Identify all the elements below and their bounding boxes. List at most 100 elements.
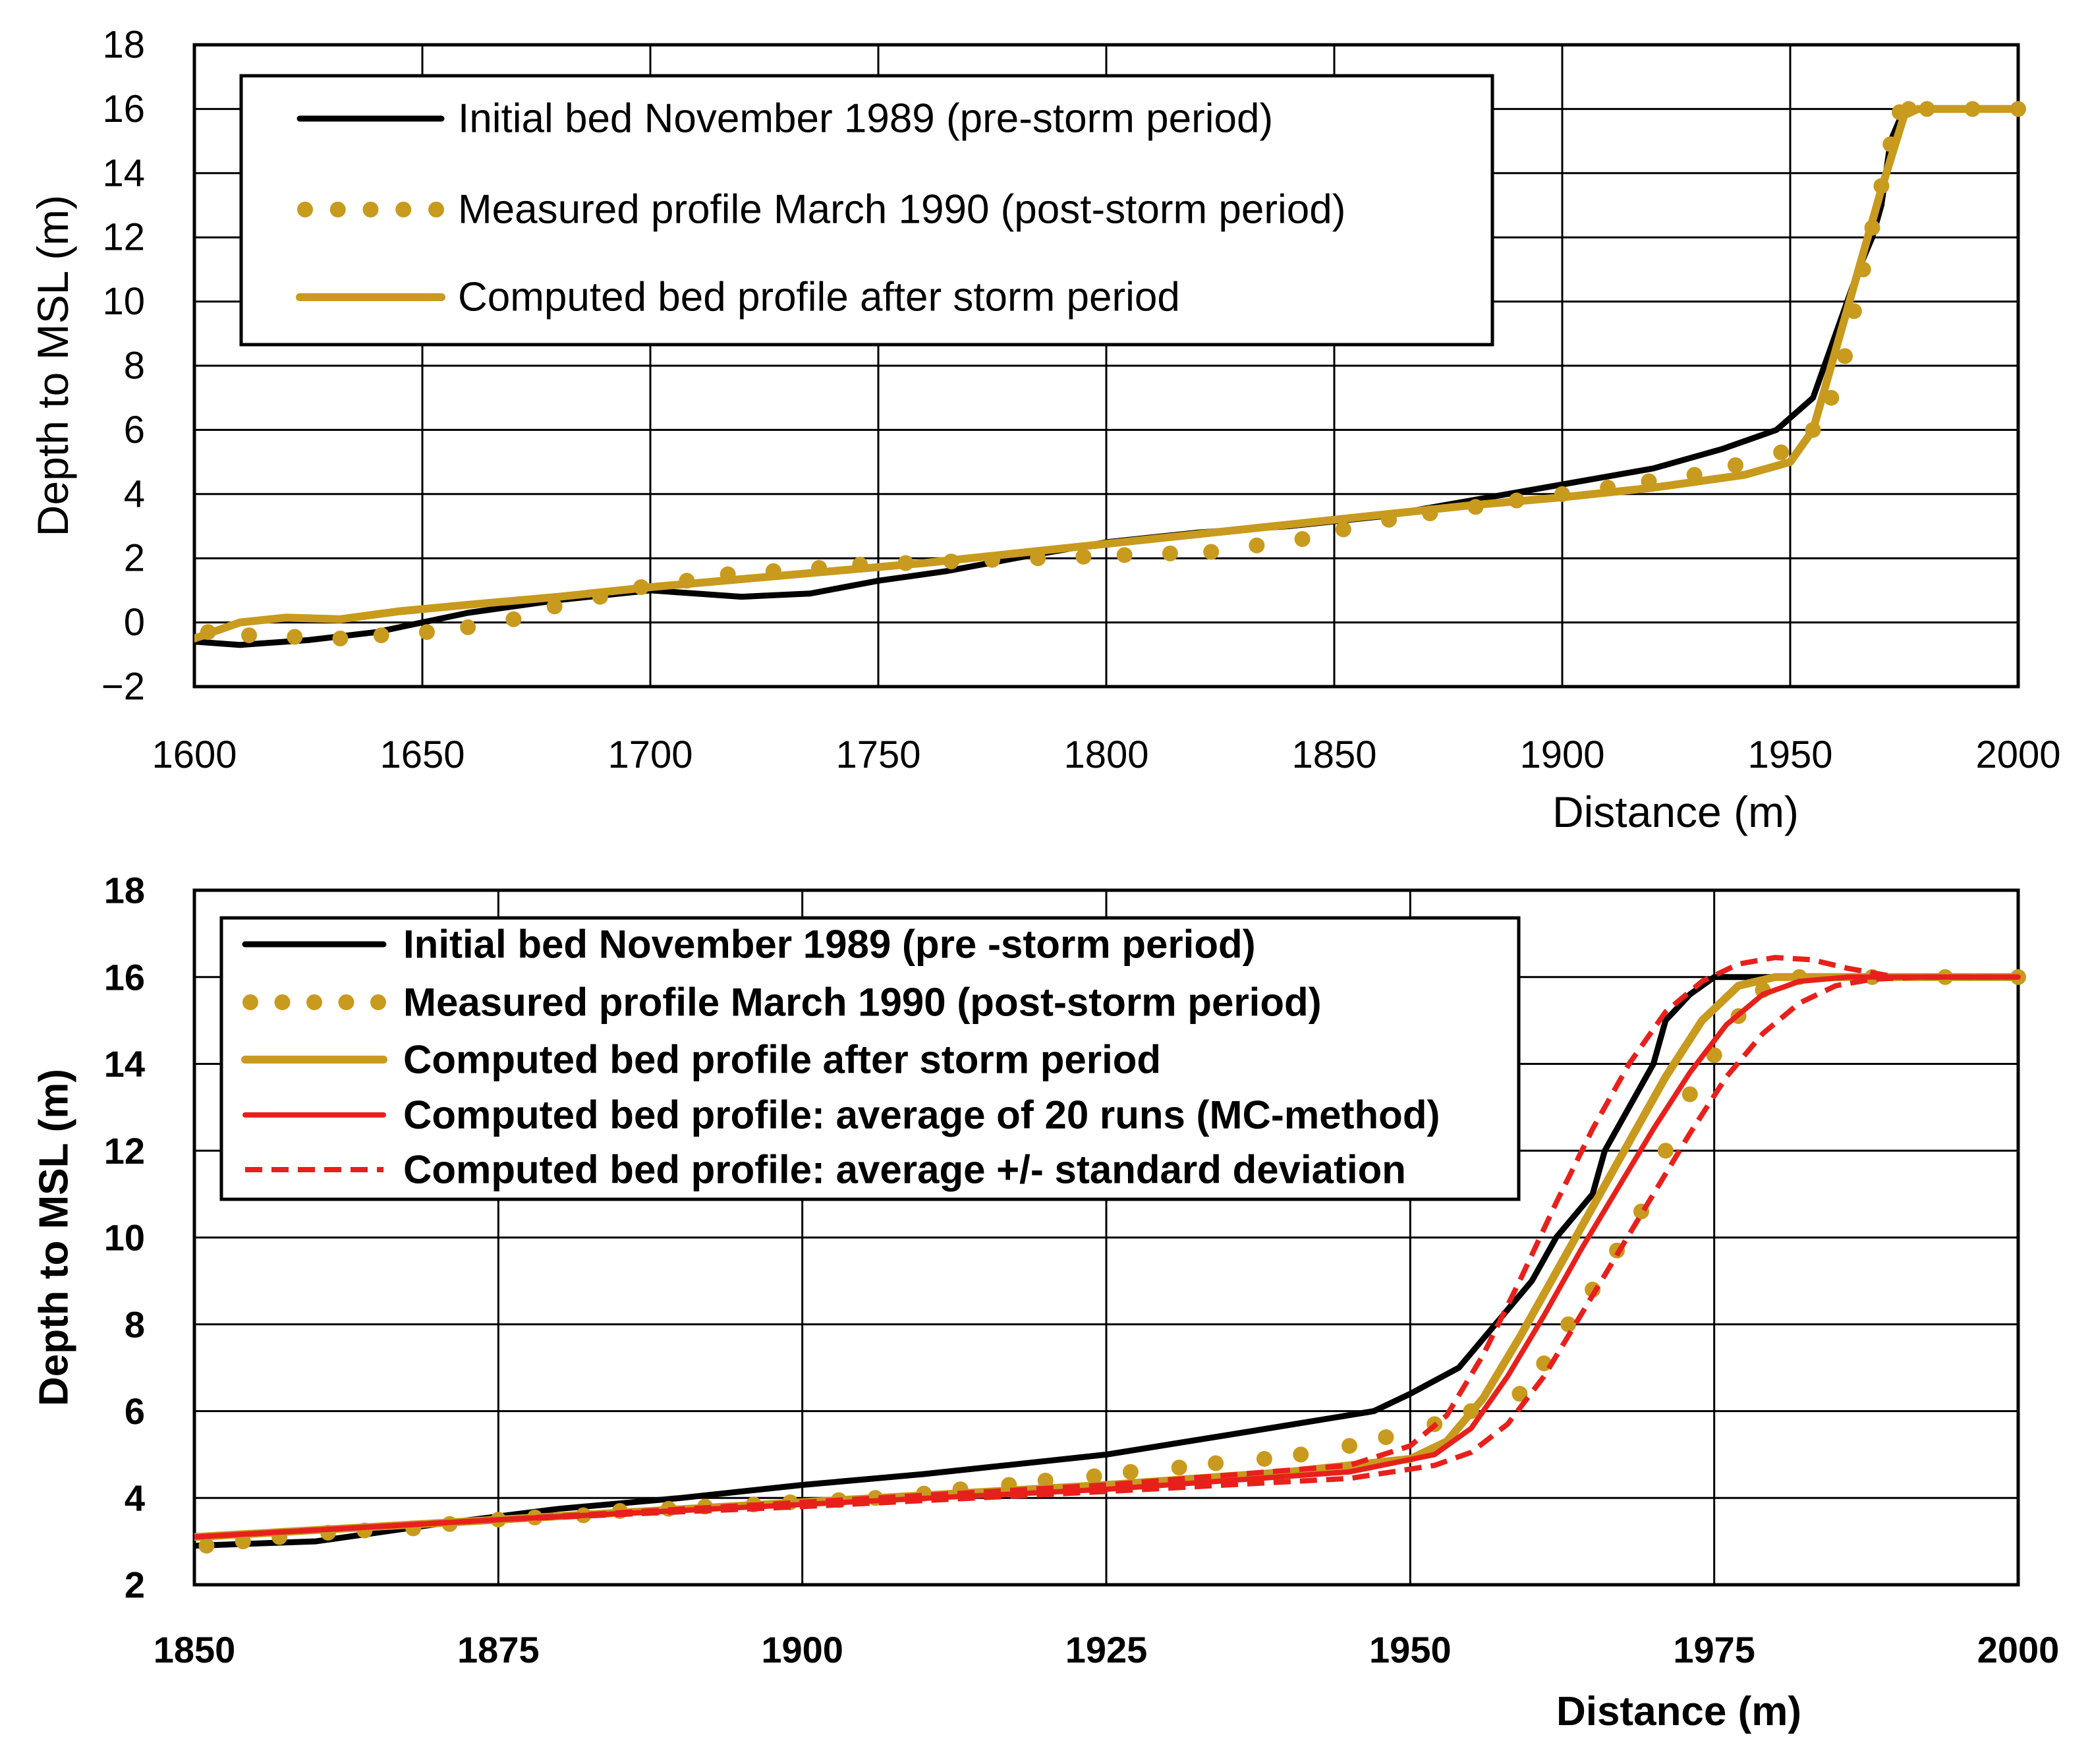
data-point bbox=[198, 1537, 215, 1554]
legend-swatch-dot bbox=[338, 994, 354, 1010]
legend-item: Measured profile March 1990 (post-storm … bbox=[242, 981, 1322, 1025]
data-point bbox=[1171, 1460, 1187, 1476]
data-point bbox=[1122, 1464, 1139, 1480]
y-tick-label: 10 bbox=[102, 280, 145, 323]
legend-box bbox=[239, 74, 1494, 347]
x-axis-title: Distance (m) bbox=[1556, 1689, 1801, 1734]
y-tick-label: 14 bbox=[102, 152, 145, 194]
bottom-chart: 2 4 6 8 10 12 14 16 18 1850 1875 1900 1925 1950 1975 20… bbox=[32, 870, 2060, 1735]
y-tick-label: 8 bbox=[124, 345, 145, 387]
legend-label: Computed bed profile after storm period bbox=[403, 1038, 1161, 1082]
y-tick-label: 6 bbox=[124, 409, 145, 451]
legend-swatch-dot bbox=[428, 202, 444, 217]
y-tick-label: 18 bbox=[102, 24, 145, 67]
x-tick-label: 1800 bbox=[1063, 733, 1148, 776]
legend-item: Computed bed profile after storm period bbox=[296, 275, 1180, 320]
legend-label: Computed bed profile: average of 20 runs… bbox=[403, 1093, 1440, 1137]
x-tick-label: 1600 bbox=[152, 733, 237, 776]
legend-label: Measured profile March 1990 (post-storm … bbox=[403, 981, 1322, 1025]
legend-item: Computed bed profile: average +/- standa… bbox=[245, 1148, 1406, 1192]
legend-swatch-dot bbox=[395, 202, 412, 217]
x-tick-label: 1850 bbox=[1291, 733, 1376, 776]
x-axis-title: Distance (m) bbox=[1552, 787, 1799, 836]
data-point bbox=[1560, 1316, 1577, 1332]
x-tick-label: 2000 bbox=[1975, 733, 2060, 776]
legend-label: Initial bed November 1989 (pre -storm pe… bbox=[403, 923, 1256, 967]
legend-label: Initial bed November 1989 (pre-storm per… bbox=[458, 96, 1273, 142]
legend-swatch-dot bbox=[362, 202, 379, 217]
legend-item: Computed bed profile after storm period bbox=[241, 1038, 1161, 1082]
data-point bbox=[1657, 1143, 1674, 1159]
x-tick-label: 1650 bbox=[380, 733, 465, 776]
data-point bbox=[1293, 1446, 1309, 1463]
x-tick-label: 1950 bbox=[1369, 1629, 1452, 1670]
data-point bbox=[1208, 1455, 1224, 1471]
legend: Initial bed November 1989 (pre-storm per… bbox=[239, 74, 1494, 347]
y-axis-title: Depth to MSL (m) bbox=[32, 1069, 77, 1406]
y-tick-label: 6 bbox=[125, 1390, 145, 1432]
legend-label: Computed bed profile after storm period bbox=[458, 275, 1180, 320]
data-point bbox=[1342, 1438, 1358, 1454]
legend-swatch-dot bbox=[297, 202, 313, 217]
data-point bbox=[1773, 444, 1790, 461]
y-axis-title: Depth to MSL (m) bbox=[28, 195, 77, 536]
y-tick-label: 8 bbox=[125, 1303, 145, 1345]
x-tick-label: 1975 bbox=[1673, 1629, 1755, 1670]
y-tick-label: 0 bbox=[124, 601, 145, 644]
y-tick-label: 16 bbox=[102, 88, 145, 130]
x-tick-label: 1875 bbox=[457, 1629, 540, 1670]
y-tick-label: 2 bbox=[124, 537, 145, 580]
legend-item: Measured profile March 1990 (post-storm … bbox=[297, 187, 1345, 233]
data-point bbox=[1294, 530, 1311, 547]
data-point bbox=[1086, 1468, 1102, 1485]
x-tick-label: 1700 bbox=[607, 733, 692, 776]
y-tick-label: 4 bbox=[125, 1477, 145, 1519]
y-tick-label: 18 bbox=[104, 870, 145, 911]
x-tick-label: 1750 bbox=[835, 733, 920, 776]
legend-label: Measured profile March 1990 (post-storm … bbox=[458, 187, 1345, 233]
x-tick-label: 1900 bbox=[761, 1629, 843, 1670]
x-tick-label: 1925 bbox=[1065, 1629, 1148, 1670]
legend-swatch-dot bbox=[370, 994, 386, 1010]
data-point bbox=[1335, 521, 1351, 538]
x-tick-labels: 1850 1875 1900 1925 1950 1975 2000 bbox=[154, 1629, 2060, 1670]
legend-swatch-dot bbox=[274, 994, 291, 1010]
series-line-lower-band-average-standard-deviation bbox=[194, 974, 2018, 1540]
data-point bbox=[241, 627, 258, 644]
y-tick-label: 4 bbox=[124, 472, 145, 515]
x-tick-label: 2000 bbox=[1977, 1629, 2060, 1670]
y-tick-label: 10 bbox=[104, 1217, 145, 1259]
legend-swatch-dot bbox=[329, 202, 346, 217]
data-point bbox=[1162, 545, 1178, 561]
series-layer bbox=[194, 955, 2026, 1554]
x-tick-label: 1850 bbox=[154, 1629, 236, 1670]
series-line-computed-bed-profile-after-storm-period bbox=[194, 105, 2022, 642]
data-point bbox=[287, 629, 303, 645]
legend-item: Computed bed profile: average of 20 runs… bbox=[242, 1093, 1440, 1137]
data-point bbox=[1727, 457, 1743, 473]
data-point bbox=[546, 598, 563, 615]
data-point bbox=[1256, 1450, 1272, 1467]
series-line-initial-bed-november-1989-pre-storm-peri bbox=[194, 974, 2021, 1549]
data-point bbox=[373, 627, 389, 644]
y-tick-labels: −2 0 2 4 6 8 10 12 14 16 18 bbox=[101, 24, 145, 708]
top-chart: −2 0 2 4 6 8 10 12 14 16 18 1600 1650 1700 1750 1800 185… bbox=[28, 24, 2061, 837]
legend-swatch-dot bbox=[306, 994, 322, 1010]
series-line-computed-bed-profile-average-standard-de bbox=[194, 955, 2018, 1540]
data-point bbox=[1203, 544, 1220, 560]
y-tick-label: −2 bbox=[101, 666, 145, 708]
data-point bbox=[1378, 1429, 1394, 1446]
data-point bbox=[1075, 548, 1092, 565]
data-point bbox=[1511, 1386, 1528, 1402]
y-tick-label: 2 bbox=[125, 1564, 145, 1606]
data-point bbox=[1681, 1086, 1698, 1102]
data-point bbox=[1116, 547, 1133, 563]
x-tick-label: 1950 bbox=[1747, 733, 1832, 776]
legend-item: Initial bed November 1989 (pre -storm pe… bbox=[242, 923, 1256, 967]
plot-frame bbox=[192, 888, 2020, 1587]
legend-box bbox=[219, 916, 1521, 1201]
data-point bbox=[418, 624, 435, 640]
y-tick-label: 12 bbox=[102, 216, 145, 259]
x-tick-labels: 1600 1650 1700 1750 1800 1850 1900 1950 2000 bbox=[152, 733, 2060, 776]
